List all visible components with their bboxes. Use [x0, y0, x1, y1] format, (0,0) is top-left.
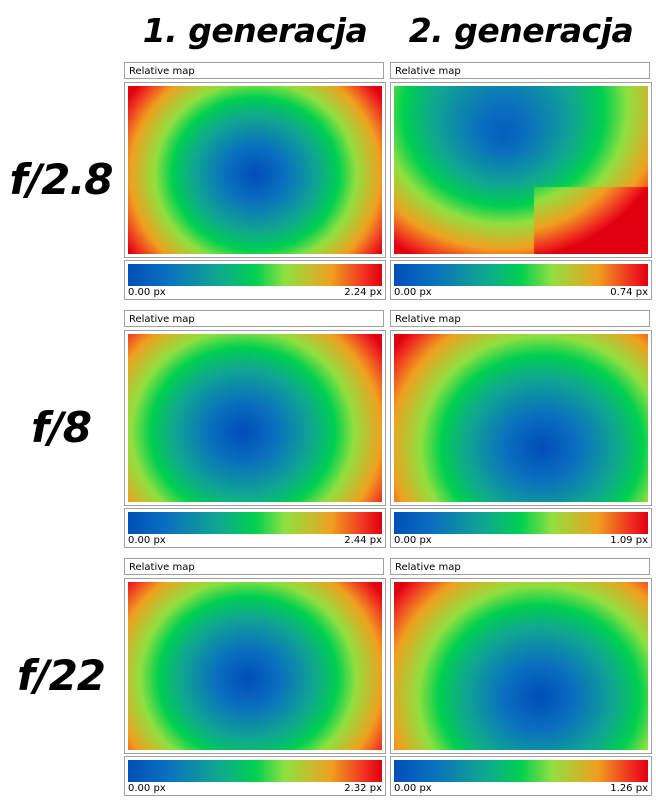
scale-max-label: 1.26 px: [610, 783, 648, 794]
color-scale-bar: [128, 512, 382, 534]
heatmap-canvas: [394, 582, 648, 750]
scale-min-label: 0.00 px: [128, 783, 166, 794]
scale-min-label: 0.00 px: [394, 535, 432, 546]
color-scale-bar: [128, 264, 382, 286]
color-scale-bar: [394, 760, 648, 782]
heatmap-canvas: [128, 334, 382, 502]
color-scale: 0.00 px 2.32 px: [124, 756, 386, 796]
scale-min-label: 0.00 px: [128, 535, 166, 546]
row-label-f22: f/22: [16, 651, 106, 700]
column-header-gen1: 1. generacja: [142, 11, 368, 50]
scale-min-label: 0.00 px: [394, 783, 432, 794]
color-scale-bar: [394, 264, 648, 286]
heatmap-frame: [124, 82, 386, 258]
color-scale: 0.00 px 2.24 px: [124, 260, 386, 300]
panel-title: Relative map: [124, 310, 384, 327]
heatmap-canvas: [128, 582, 382, 750]
scale-max-label: 2.32 px: [344, 783, 382, 794]
scale-max-label: 1.09 px: [610, 535, 648, 546]
scale-min-label: 0.00 px: [128, 287, 166, 298]
panel-title: Relative map: [124, 62, 384, 79]
heatmap-canvas: [394, 334, 648, 502]
color-scale: 0.00 px 1.26 px: [390, 756, 652, 796]
heatmap-frame: [390, 578, 652, 754]
heatmap-canvas: [128, 86, 382, 254]
color-scale: 0.00 px 1.09 px: [390, 508, 652, 548]
row-label-f8: f/8: [31, 403, 92, 452]
row-label-f2-8: f/2.8: [9, 155, 113, 204]
panel-title: Relative map: [124, 558, 384, 575]
heatmap-frame: [124, 578, 386, 754]
scale-max-label: 2.44 px: [344, 535, 382, 546]
color-scale: 0.00 px 0.74 px: [390, 260, 652, 300]
color-scale: 0.00 px 2.44 px: [124, 508, 386, 548]
scale-max-label: 2.24 px: [344, 287, 382, 298]
heatmap-frame: [390, 82, 652, 258]
panel-title: Relative map: [390, 62, 650, 79]
scale-max-label: 0.74 px: [610, 287, 648, 298]
column-header-gen2: 2. generacja: [408, 11, 634, 50]
color-scale-bar: [394, 512, 648, 534]
scale-min-label: 0.00 px: [394, 287, 432, 298]
heatmap-frame: [390, 330, 652, 506]
panel-title: Relative map: [390, 558, 650, 575]
panel-title: Relative map: [390, 310, 650, 327]
heatmap-canvas: [394, 86, 648, 254]
heatmap-frame: [124, 330, 386, 506]
color-scale-bar: [128, 760, 382, 782]
